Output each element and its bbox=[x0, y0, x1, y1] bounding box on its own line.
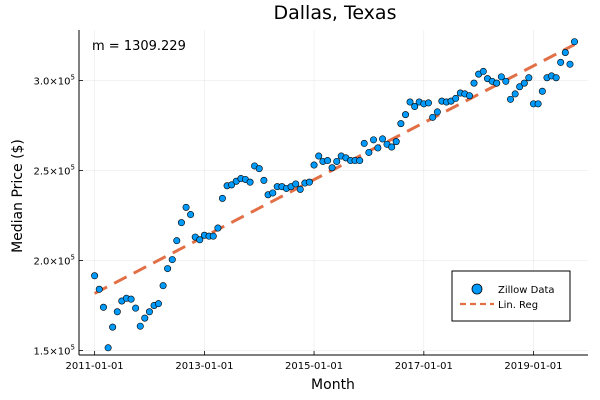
data-point bbox=[516, 83, 524, 91]
data-point bbox=[406, 98, 414, 106]
data-point bbox=[145, 308, 153, 316]
data-point bbox=[328, 164, 336, 172]
data-point bbox=[173, 237, 181, 245]
data-point bbox=[296, 185, 304, 193]
legend-box bbox=[451, 270, 571, 322]
data-point bbox=[315, 152, 323, 160]
data-point bbox=[333, 157, 341, 165]
data-point bbox=[104, 344, 112, 352]
data-point bbox=[511, 90, 519, 98]
data-point bbox=[507, 95, 515, 103]
y-tick-label: 2.5×105 bbox=[34, 163, 75, 177]
data-point bbox=[479, 67, 487, 75]
data-point bbox=[269, 189, 277, 197]
data-point bbox=[141, 314, 149, 322]
data-point bbox=[534, 100, 542, 108]
data-point bbox=[392, 138, 400, 146]
x-tick-label: 2011-01-01 bbox=[66, 361, 124, 372]
y-tick-label: 2.0×105 bbox=[34, 253, 75, 267]
data-point bbox=[99, 303, 107, 311]
slope-annotation: m = 1309.229 bbox=[92, 39, 186, 54]
plot-area bbox=[91, 38, 578, 352]
data-point bbox=[182, 203, 190, 211]
data-point bbox=[502, 77, 510, 85]
y-axis-label: Median Price ($) bbox=[10, 139, 26, 253]
data-point bbox=[214, 224, 222, 232]
data-point bbox=[164, 265, 172, 273]
x-tick-label: 2015-01-01 bbox=[285, 361, 343, 372]
data-point bbox=[260, 176, 268, 184]
data-point bbox=[433, 108, 441, 116]
data-point bbox=[95, 285, 103, 293]
data-point bbox=[561, 49, 569, 57]
data-point bbox=[218, 194, 226, 202]
data-point bbox=[324, 157, 332, 165]
x-axis-label: Month bbox=[311, 377, 355, 393]
data-point bbox=[538, 87, 546, 95]
data-point bbox=[525, 74, 533, 82]
data-point bbox=[356, 157, 364, 165]
data-point bbox=[360, 139, 368, 147]
x-tick-label: 2019-01-01 bbox=[504, 361, 562, 372]
data-point bbox=[493, 79, 501, 87]
data-point bbox=[365, 148, 373, 156]
data-point bbox=[132, 304, 140, 312]
data-point bbox=[557, 58, 565, 66]
y-tick-label: 1.5×105 bbox=[34, 343, 75, 357]
data-point bbox=[127, 295, 135, 303]
data-point bbox=[168, 256, 176, 264]
data-point bbox=[255, 165, 263, 173]
data-point bbox=[246, 178, 254, 186]
data-point bbox=[292, 180, 300, 188]
data-point bbox=[424, 99, 432, 107]
x-tick-label: 2013-01-01 bbox=[175, 361, 233, 372]
data-point bbox=[497, 73, 505, 81]
data-point bbox=[552, 74, 560, 82]
data-point bbox=[136, 322, 144, 330]
data-point bbox=[91, 272, 99, 280]
data-point bbox=[470, 79, 478, 87]
legend-label-zillow: Zillow Data bbox=[498, 285, 555, 296]
legend-marker-zillow bbox=[471, 283, 483, 295]
data-point bbox=[109, 323, 117, 331]
axes bbox=[78, 30, 588, 356]
data-point bbox=[209, 232, 217, 240]
data-point bbox=[465, 92, 473, 100]
data-point bbox=[452, 94, 460, 102]
data-point bbox=[379, 135, 387, 143]
data-point bbox=[388, 143, 396, 151]
data-point bbox=[374, 144, 382, 152]
x-tick-label: 2017-01-01 bbox=[395, 361, 453, 372]
data-point bbox=[154, 300, 162, 308]
data-point bbox=[397, 120, 405, 128]
data-point bbox=[370, 136, 378, 144]
tick-labels: 2011-01-01 2013-01-01 2015-01-01 2017-01-01… bbox=[34, 73, 563, 372]
data-point bbox=[305, 178, 313, 186]
data-point bbox=[411, 103, 419, 111]
data-point bbox=[159, 282, 167, 290]
data-point bbox=[310, 161, 318, 169]
data-point bbox=[177, 219, 185, 227]
data-point bbox=[520, 79, 528, 87]
legend-label-linreg: Lin. Reg bbox=[498, 300, 538, 311]
chart-title: Dallas, Texas bbox=[274, 2, 397, 24]
data-point bbox=[196, 236, 204, 244]
data-point bbox=[228, 181, 236, 189]
data-point bbox=[402, 111, 410, 119]
data-point bbox=[429, 113, 437, 121]
data-point bbox=[566, 60, 574, 68]
data-point bbox=[113, 308, 121, 316]
data-point bbox=[570, 38, 578, 46]
legend: Zillow Data Lin. Reg bbox=[451, 270, 571, 322]
y-tick-label: 3.0×105 bbox=[34, 73, 75, 87]
data-point bbox=[187, 211, 195, 219]
